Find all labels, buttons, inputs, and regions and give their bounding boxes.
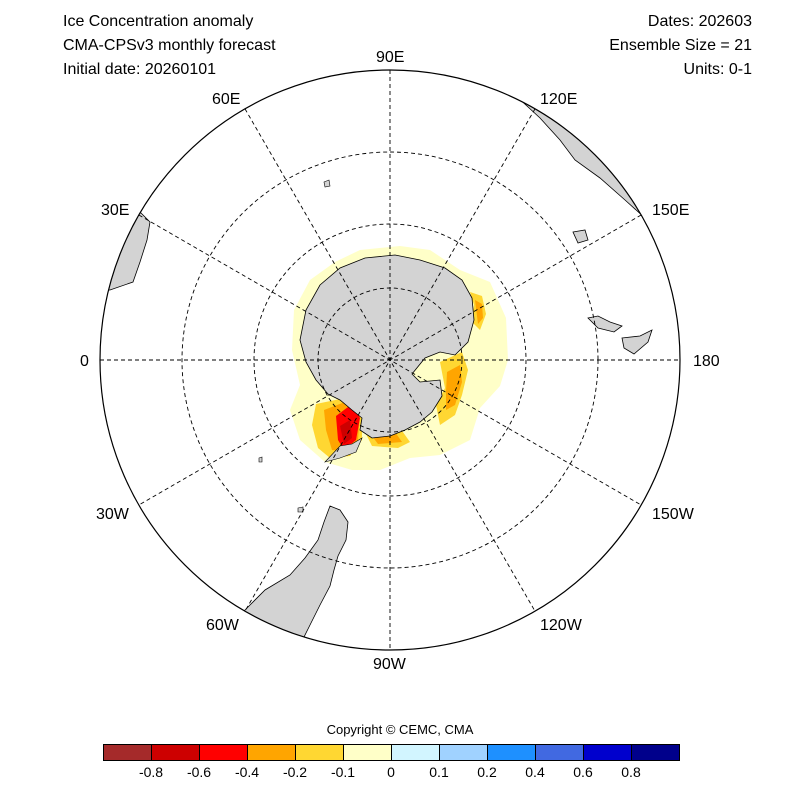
colorbar-label: 0.2 bbox=[477, 764, 497, 780]
lon-label-30e: 30E bbox=[101, 202, 130, 219]
colorbar-swatch bbox=[631, 744, 680, 761]
colorbar-label: 0 bbox=[387, 764, 395, 780]
lon-label-60e: 60E bbox=[212, 91, 241, 108]
polar-map bbox=[99, 69, 681, 651]
lon-label-60w: 60W bbox=[206, 617, 239, 634]
colorbar-label: 0.6 bbox=[573, 764, 593, 780]
land-australia bbox=[504, 70, 680, 223]
colorbar-swatch bbox=[439, 744, 488, 761]
land-new-zealand bbox=[587, 315, 623, 333]
initial-date: Initial date: 20260101 bbox=[63, 61, 217, 78]
copyright-text: Copyright © CEMC, CMA bbox=[326, 722, 474, 737]
ensemble-size: Ensemble Size = 21 bbox=[609, 37, 752, 54]
map-title: Ice Concentration anomaly bbox=[63, 13, 254, 30]
colorbar-label: 0.4 bbox=[525, 764, 545, 780]
forecast-dates: Dates: 202603 bbox=[647, 13, 752, 30]
colorbar-label: -0.2 bbox=[282, 764, 308, 780]
lon-label-30w: 30W bbox=[96, 506, 129, 523]
colorbar-label: 0.1 bbox=[429, 764, 449, 780]
land-africa bbox=[100, 211, 151, 291]
map-boundary bbox=[99, 69, 681, 651]
land-tasmania bbox=[572, 229, 589, 244]
colorbar-swatch bbox=[535, 744, 584, 761]
colorbar-label: -0.1 bbox=[330, 764, 356, 780]
land-island-3 bbox=[258, 456, 263, 463]
lon-label-120e: 120E bbox=[540, 91, 578, 108]
land-south-america bbox=[225, 505, 349, 650]
colorbar-swatch bbox=[343, 744, 392, 761]
colorbar-label: 0.8 bbox=[621, 764, 641, 780]
model-name: CMA-CPSv3 monthly forecast bbox=[63, 37, 276, 54]
lon-label-150w: 150W bbox=[652, 506, 694, 523]
colorbar-swatch bbox=[199, 744, 248, 761]
colorbar-swatch bbox=[151, 744, 200, 761]
land-island-1 bbox=[323, 179, 331, 188]
colorbar-swatch bbox=[487, 744, 536, 761]
lon-label-90e: 90E bbox=[376, 49, 405, 66]
lon-label-0: 0 bbox=[80, 353, 89, 370]
land-island-2 bbox=[297, 506, 304, 513]
colorbar-swatch bbox=[391, 744, 440, 761]
colorbar-swatch bbox=[583, 744, 632, 761]
meridian-line bbox=[138, 214, 642, 506]
lon-label-150e: 150E bbox=[652, 202, 690, 219]
colorbar-swatch bbox=[295, 744, 344, 761]
colorbar-label: -0.4 bbox=[234, 764, 260, 780]
colorbar-label: -0.8 bbox=[138, 764, 164, 780]
colorbar-label: -0.6 bbox=[186, 764, 212, 780]
lon-label-120w: 120W bbox=[540, 617, 582, 634]
anomaly-patch-east-core bbox=[446, 365, 462, 410]
colorbar-swatch bbox=[247, 744, 296, 761]
anomaly-patch-west-darkest bbox=[340, 420, 352, 444]
land-new-zealand-north bbox=[621, 329, 653, 355]
lon-label-180: 180 bbox=[693, 353, 720, 370]
units-label: Units: 0-1 bbox=[683, 61, 752, 78]
colorbar-swatch bbox=[103, 744, 152, 761]
lon-label-90w: 90W bbox=[373, 656, 406, 673]
anomaly-patch-ne-core bbox=[475, 300, 483, 324]
